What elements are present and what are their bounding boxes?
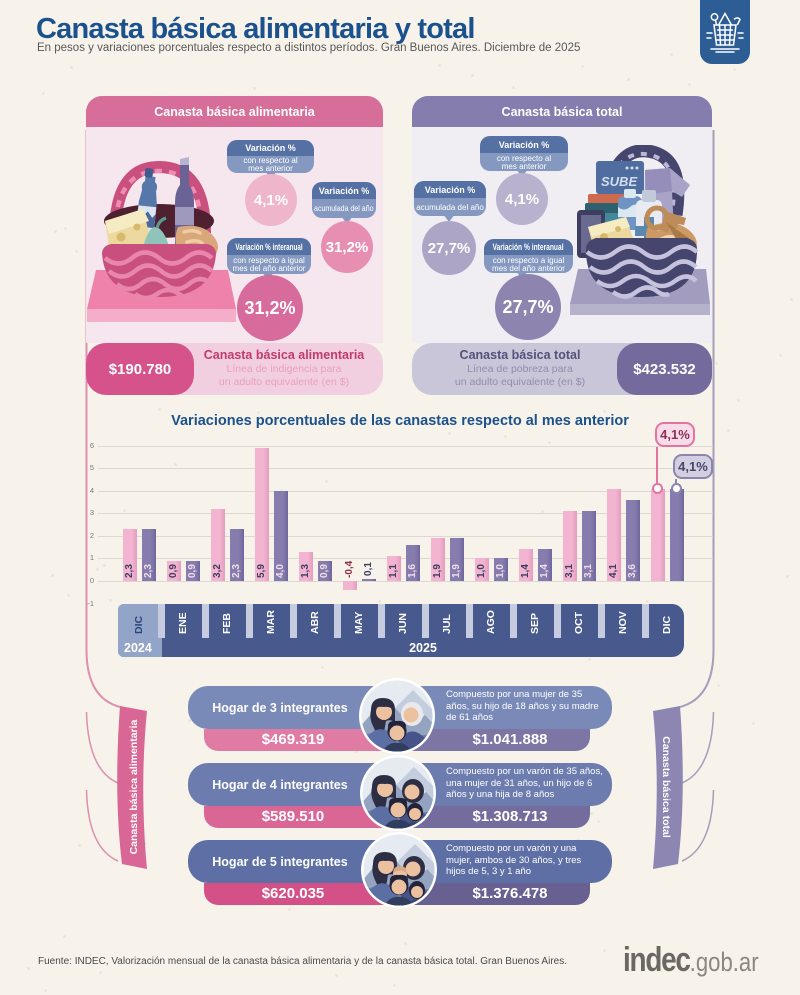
- svg-text:SUBE: SUBE: [601, 174, 637, 189]
